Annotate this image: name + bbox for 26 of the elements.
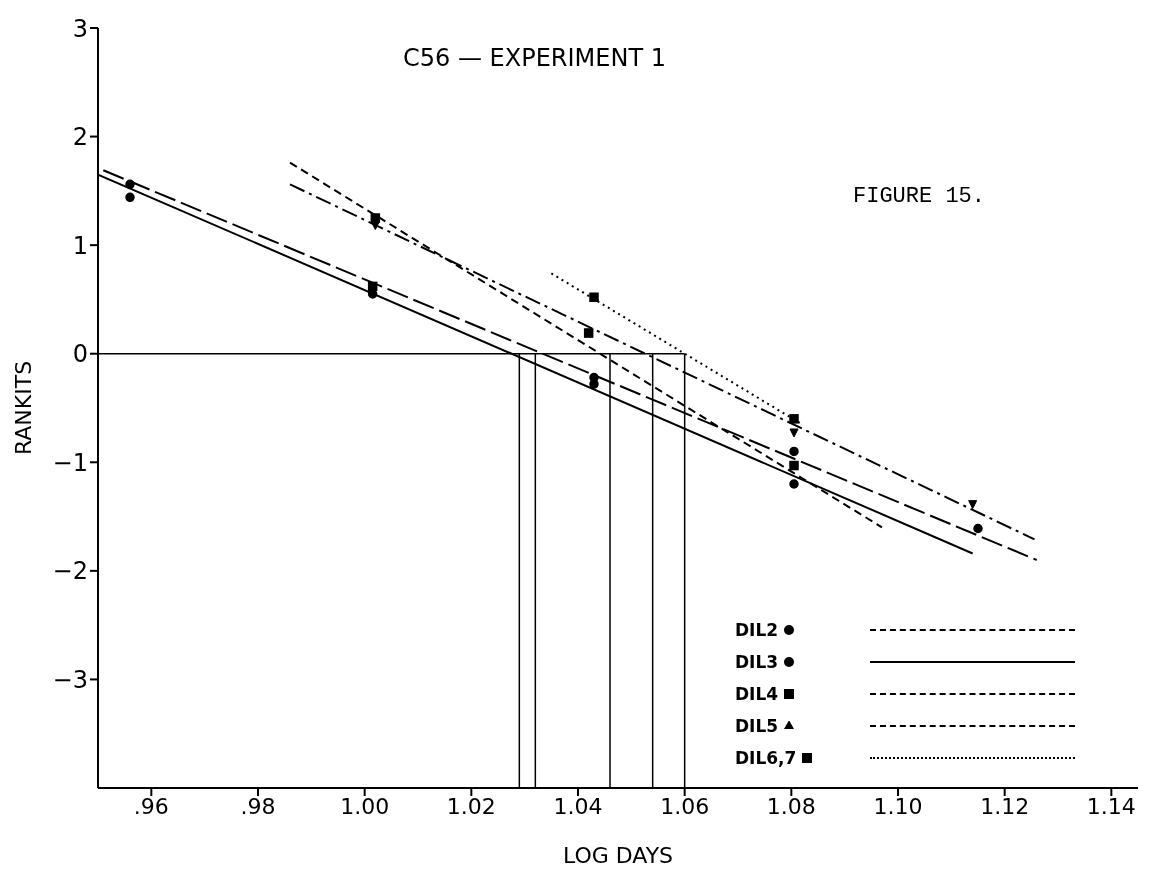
y-tick-label: 3: [72, 14, 88, 43]
y-tick-label: −2: [52, 557, 88, 586]
y-tick-label: −3: [52, 665, 88, 694]
legend-label: DIL3: [735, 652, 779, 672]
x-tick-label: 1.08: [766, 793, 816, 819]
x-tick-label: 1.12: [980, 793, 1030, 819]
x-tick-label: .96: [133, 793, 169, 819]
legend-label: DIL2: [735, 620, 779, 640]
y-tick-label: 2: [72, 123, 88, 152]
y-tick-label: −1: [52, 448, 88, 477]
y-tick-label: 1: [72, 231, 88, 260]
x-tick-label: 1.06: [660, 793, 710, 819]
annotation: FIGURE 15.: [853, 184, 986, 209]
legend-label: DIL4: [735, 684, 779, 704]
y-tick-label: 0: [72, 340, 88, 369]
legend-label: DIL5: [735, 716, 779, 736]
x-tick-label: 1.04: [553, 793, 603, 819]
y-axis-title: RANKITS: [10, 360, 36, 456]
x-tick-label: 1.14: [1086, 793, 1136, 819]
x-tick-label: 1.10: [873, 793, 923, 819]
x-tick-label: .98: [240, 793, 276, 819]
x-tick-label: 1.02: [446, 793, 496, 819]
x-tick-label: 1.00: [340, 793, 390, 819]
text: C56 — EXPERIMENT 1: [403, 44, 666, 72]
legend-label: DIL6,7: [735, 748, 797, 768]
x-axis-title: LOG DAYS: [562, 843, 674, 868]
